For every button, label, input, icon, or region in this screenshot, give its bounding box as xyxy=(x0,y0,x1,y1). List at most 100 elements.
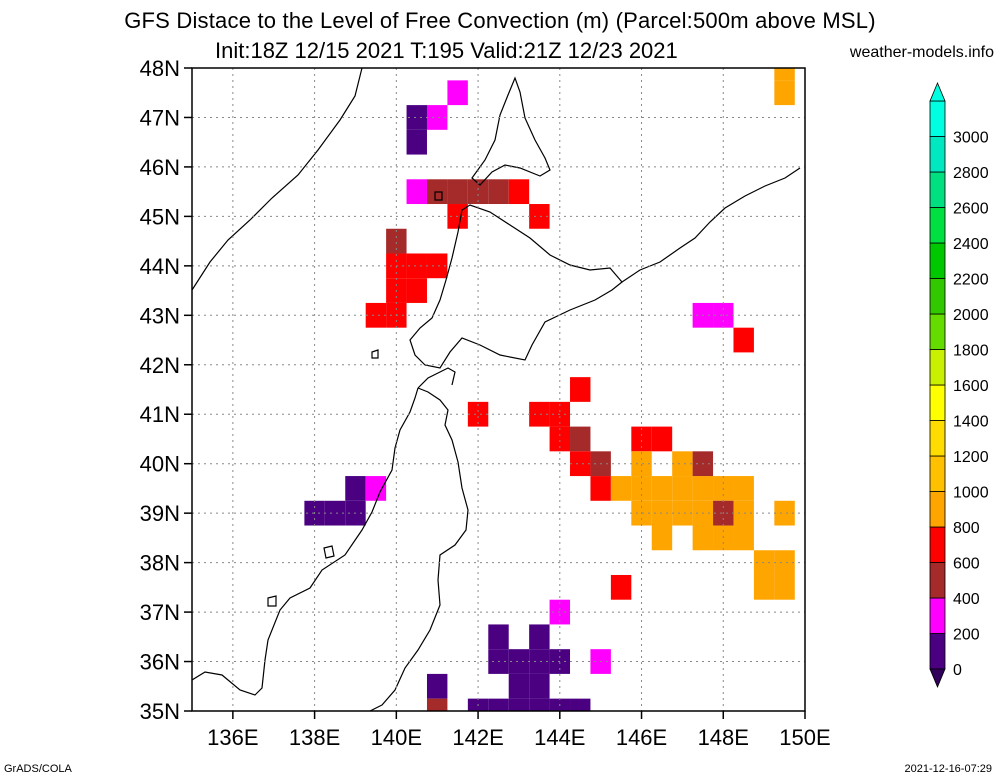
colorbar-label-3000: 3000 xyxy=(953,130,989,147)
lfc-cell-30 xyxy=(590,476,611,501)
colorbar-swatch-9 xyxy=(929,313,946,350)
coastline-rishiri xyxy=(434,191,443,201)
colorbar-label-1800: 1800 xyxy=(953,343,989,360)
colorbar-label-1400: 1400 xyxy=(953,414,989,431)
coastline-sakhalin xyxy=(471,76,551,186)
lfc-cell-48 xyxy=(753,550,775,575)
lat-tick-label-47: 47N xyxy=(140,105,180,130)
lat-tick-label-42: 42N xyxy=(140,353,180,378)
coastline-layer xyxy=(192,68,801,711)
lfc-cell-0 xyxy=(508,698,530,711)
colorbar-swatch-3 xyxy=(929,526,946,563)
lfc-cell-33 xyxy=(651,476,673,501)
lat-tick-label-39: 39N xyxy=(140,501,180,526)
colorbar-label-0: 0 xyxy=(953,662,962,679)
coastline-sado xyxy=(323,545,335,559)
lon-tick-label-136: 136E xyxy=(207,725,258,750)
lfc-cell-23 xyxy=(365,476,387,501)
lfc-cell-63 xyxy=(406,278,427,303)
lfc-cell-58 xyxy=(570,377,591,402)
lfc-cell-67 xyxy=(386,228,407,254)
lfc-cell-60 xyxy=(365,302,387,328)
lfc-cell-75 xyxy=(529,204,550,229)
lfc-cell-18 xyxy=(610,574,632,600)
lfc-cell-29 xyxy=(570,451,591,477)
colorbar-swatch-1 xyxy=(929,597,946,634)
lfc-cell-79 xyxy=(447,80,468,106)
lfc-cell-9 xyxy=(508,649,530,674)
lfc-cell-71 xyxy=(447,179,468,205)
map-title: GFS Distace to the Level of Free Convect… xyxy=(124,8,876,33)
lfc-cell-49 xyxy=(774,550,795,575)
lfc-cell-69 xyxy=(406,179,427,205)
lfc-cell-50 xyxy=(753,574,775,600)
lfc-cell-72 xyxy=(467,179,489,205)
coastline-okushiri xyxy=(371,349,379,359)
lon-tick-label-148: 148E xyxy=(698,725,749,750)
map-subtitle: Init:18Z 12/15 2021 T:195 Valid:21Z 12/2… xyxy=(215,38,678,63)
colorbar-swatch-6 xyxy=(929,420,946,457)
lfc-cell-22 xyxy=(345,476,366,501)
lfc-cell-77 xyxy=(406,129,427,155)
lfc-cell-10 xyxy=(529,649,550,674)
plot-frame xyxy=(191,67,806,712)
lat-tick-label-37: 37N xyxy=(140,600,180,625)
lfc-cell-80 xyxy=(774,80,795,106)
lfc-cell-56 xyxy=(672,451,693,477)
lfc-cell-52 xyxy=(774,500,795,526)
lfc-cell-6 xyxy=(508,673,530,699)
coastline-kurils xyxy=(621,167,801,283)
coastline-oki xyxy=(267,595,277,607)
colorbar-label-800: 800 xyxy=(953,520,980,537)
lfc-cell-26 xyxy=(549,426,571,452)
lfc-cell-73 xyxy=(488,179,509,205)
lfc-cell-47 xyxy=(733,525,754,551)
lfc-cell-54 xyxy=(651,426,673,452)
lfc-cell-59 xyxy=(467,401,489,427)
colorbar-swatch-8 xyxy=(929,349,946,386)
lfc-cell-4 xyxy=(488,698,509,711)
colorbar-swatch-15 xyxy=(929,100,946,137)
colorbar-swatch-11 xyxy=(929,242,946,279)
generated-timestamp: 2021-12-16-07:29 xyxy=(904,763,992,775)
colorbar-swatch-7 xyxy=(929,384,946,421)
lfc-cell-27 xyxy=(570,426,591,452)
lfc-cell-74 xyxy=(508,179,530,205)
colorbar-label-2600: 2600 xyxy=(953,201,989,218)
coastline-mainland xyxy=(192,68,363,291)
lon-tick-label-150: 150E xyxy=(779,725,830,750)
colorbar-over-arrow xyxy=(929,81,946,102)
lat-tick-label-45: 45N xyxy=(140,204,180,229)
lat-tick-label-36: 36N xyxy=(140,650,180,675)
colorbar-label-2400: 2400 xyxy=(953,236,989,253)
site-credit[interactable]: weather-models.info xyxy=(849,44,994,61)
lfc-cell-35 xyxy=(692,476,714,501)
colorbar-swatch-12 xyxy=(929,207,946,244)
lfc-cell-14 xyxy=(426,673,448,699)
lfc-cell-37 xyxy=(733,476,754,501)
colorbar-swatch-10 xyxy=(929,278,946,315)
lfc-cell-15 xyxy=(426,698,448,711)
lfc-cell-31 xyxy=(610,476,632,501)
lat-tick-label-35: 35N xyxy=(140,699,180,724)
lfc-cell-44 xyxy=(651,525,673,551)
colorbar: 0 200 400 600 800 1000 1200 1400 1600 1800 2000 220… xyxy=(929,81,989,689)
colorbar-swatch-13 xyxy=(929,171,946,208)
lon-tick-label-144: 144E xyxy=(534,725,585,750)
coastline-honshu-east xyxy=(369,387,469,711)
colorbar-label-1000: 1000 xyxy=(953,485,989,502)
lfc-cell-43 xyxy=(733,500,754,526)
lat-tick-label-40: 40N xyxy=(140,452,180,477)
colorbar-label-400: 400 xyxy=(953,591,980,608)
lfc-cell-51 xyxy=(774,574,795,600)
lfc-cell-1 xyxy=(529,698,550,711)
colorbar-label-1600: 1600 xyxy=(953,378,989,395)
lfc-cell-34 xyxy=(672,476,693,501)
lfc-cell-78 xyxy=(426,105,448,130)
coastline-tsugaru xyxy=(417,367,456,389)
lat-tick-label-38: 38N xyxy=(140,551,180,576)
colorbar-swatch-5 xyxy=(929,455,946,492)
lfc-cell-45 xyxy=(692,525,714,551)
lon-tick-label-142: 142E xyxy=(452,725,503,750)
coastline-hokkaido xyxy=(409,204,623,369)
